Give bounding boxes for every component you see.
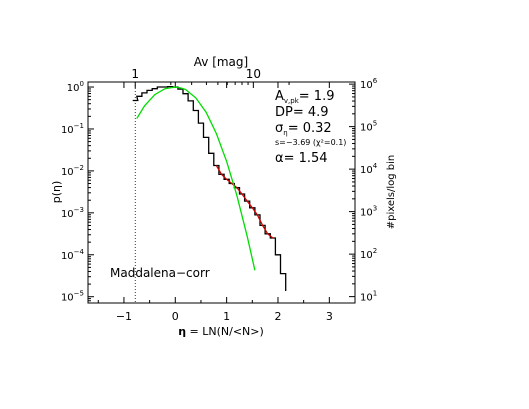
x-tick-label: 1 xyxy=(223,310,230,323)
annotation-sigma: ση= 0.32 xyxy=(275,121,332,137)
x-tick-label: 3 xyxy=(326,310,333,323)
series-line xyxy=(136,86,256,271)
y-tick-label: 100 xyxy=(67,80,84,94)
y2-axis-label: #pixels/log bin xyxy=(386,155,397,230)
y-tick-label: 10−2 xyxy=(61,164,84,178)
y2-tick-label: 104 xyxy=(360,162,378,176)
x-axis-label: η = LN(N/<N>) xyxy=(178,325,264,338)
axis-ticks: −1 0 1 2 3 1 10 100 10−1 10−2 10−3 10−4 10−5 106 105 10… xyxy=(61,67,378,323)
y-tick-label: 10−4 xyxy=(61,248,85,262)
annotation-dp: DP= 4.9 xyxy=(275,105,329,120)
y2-tick-label: 103 xyxy=(360,205,377,219)
x-tick-label: −1 xyxy=(116,310,132,323)
annotation-slope: s=−3.69 (χ²=0.1) xyxy=(275,138,346,147)
y2-tick-label: 101 xyxy=(360,290,377,304)
x-tick-label: 2 xyxy=(274,310,281,323)
region-label: Maddalena−corr xyxy=(110,266,210,280)
y-tick-label: 10−1 xyxy=(61,122,84,136)
y-tick-label: 10−3 xyxy=(61,206,84,220)
x-tick-label: 0 xyxy=(172,310,179,323)
annotation-alpha: α= 1.54 xyxy=(275,151,328,166)
y2-tick-label: 105 xyxy=(360,120,377,134)
y-axis-label: p(η) xyxy=(50,181,63,204)
top-tick-label: 1 xyxy=(131,67,139,81)
data-series xyxy=(132,82,287,303)
x-axis-text: = LN(N/<N>) xyxy=(186,325,264,338)
top-tick-label: 10 xyxy=(246,67,261,81)
y2-tick-label: 106 xyxy=(360,77,378,91)
series-line xyxy=(132,85,287,291)
top-axis-label: Av [mag] xyxy=(194,55,248,69)
series-line xyxy=(215,165,274,239)
y2-tick-label: 102 xyxy=(360,247,377,261)
plot-frame xyxy=(87,81,356,304)
x-axis-symbol: η xyxy=(178,325,186,338)
annotation-ak: Av,pk= 1.9 xyxy=(275,89,334,105)
y-tick-label: 10−5 xyxy=(61,290,84,304)
parameter-annotations: Av,pk= 1.9DP= 4.9ση= 0.32s=−3.69 (χ²=0.1… xyxy=(275,89,346,166)
